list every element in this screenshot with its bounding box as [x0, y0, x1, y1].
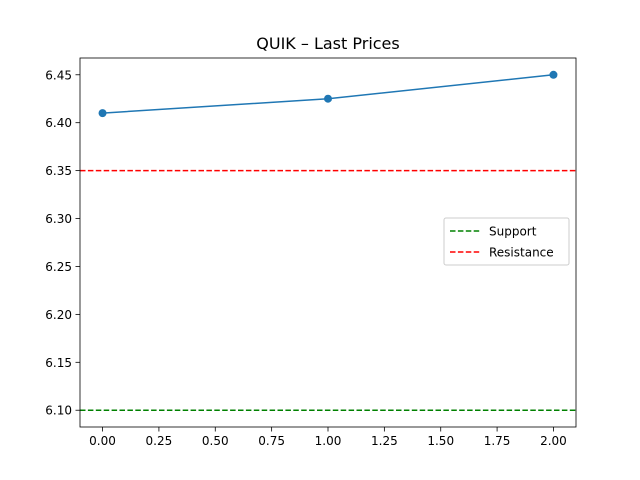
- legend-resistance-label: Resistance: [489, 246, 554, 260]
- series-line: [102, 74, 554, 114]
- legend-support-label: Support: [489, 225, 537, 239]
- x-tick-label: 1.75: [484, 434, 511, 448]
- data-point: [324, 94, 332, 103]
- y-tick-label: 6.25: [45, 260, 72, 274]
- y-tick-label: 6.10: [45, 404, 72, 418]
- legend-box: [443, 217, 570, 266]
- data-point: [98, 109, 107, 118]
- x-tick-label: 1.50: [427, 434, 454, 448]
- axes: 0.00 0.25 0.50 0.75 1.00 1.25 1.50 1.75 2.00 6.10…: [45, 57, 577, 448]
- x-tick-label: 1.00: [315, 434, 342, 448]
- y-tick-label: 6.15: [45, 356, 72, 370]
- x-tick-label: 2.00: [540, 434, 567, 448]
- plot-area: [80, 70, 576, 411]
- y-tick-label: 6.35: [45, 164, 72, 178]
- x-tick-label: 0.25: [146, 434, 173, 448]
- y-tick-label: 6.40: [45, 116, 72, 130]
- y-tick-label: 6.20: [45, 308, 72, 322]
- y-tick-label: 6.30: [45, 212, 72, 226]
- x-tick-label: 0.50: [202, 434, 229, 448]
- x-tick-label: 1.25: [371, 434, 398, 448]
- legend: Support Resistance: [443, 217, 570, 266]
- x-tick-label: 0.00: [89, 434, 116, 448]
- x-tick-label: 0.75: [258, 434, 285, 448]
- data-point: [549, 70, 558, 79]
- chart-title: QUIK – Last Prices: [256, 34, 399, 53]
- y-tick-label: 6.45: [45, 68, 72, 82]
